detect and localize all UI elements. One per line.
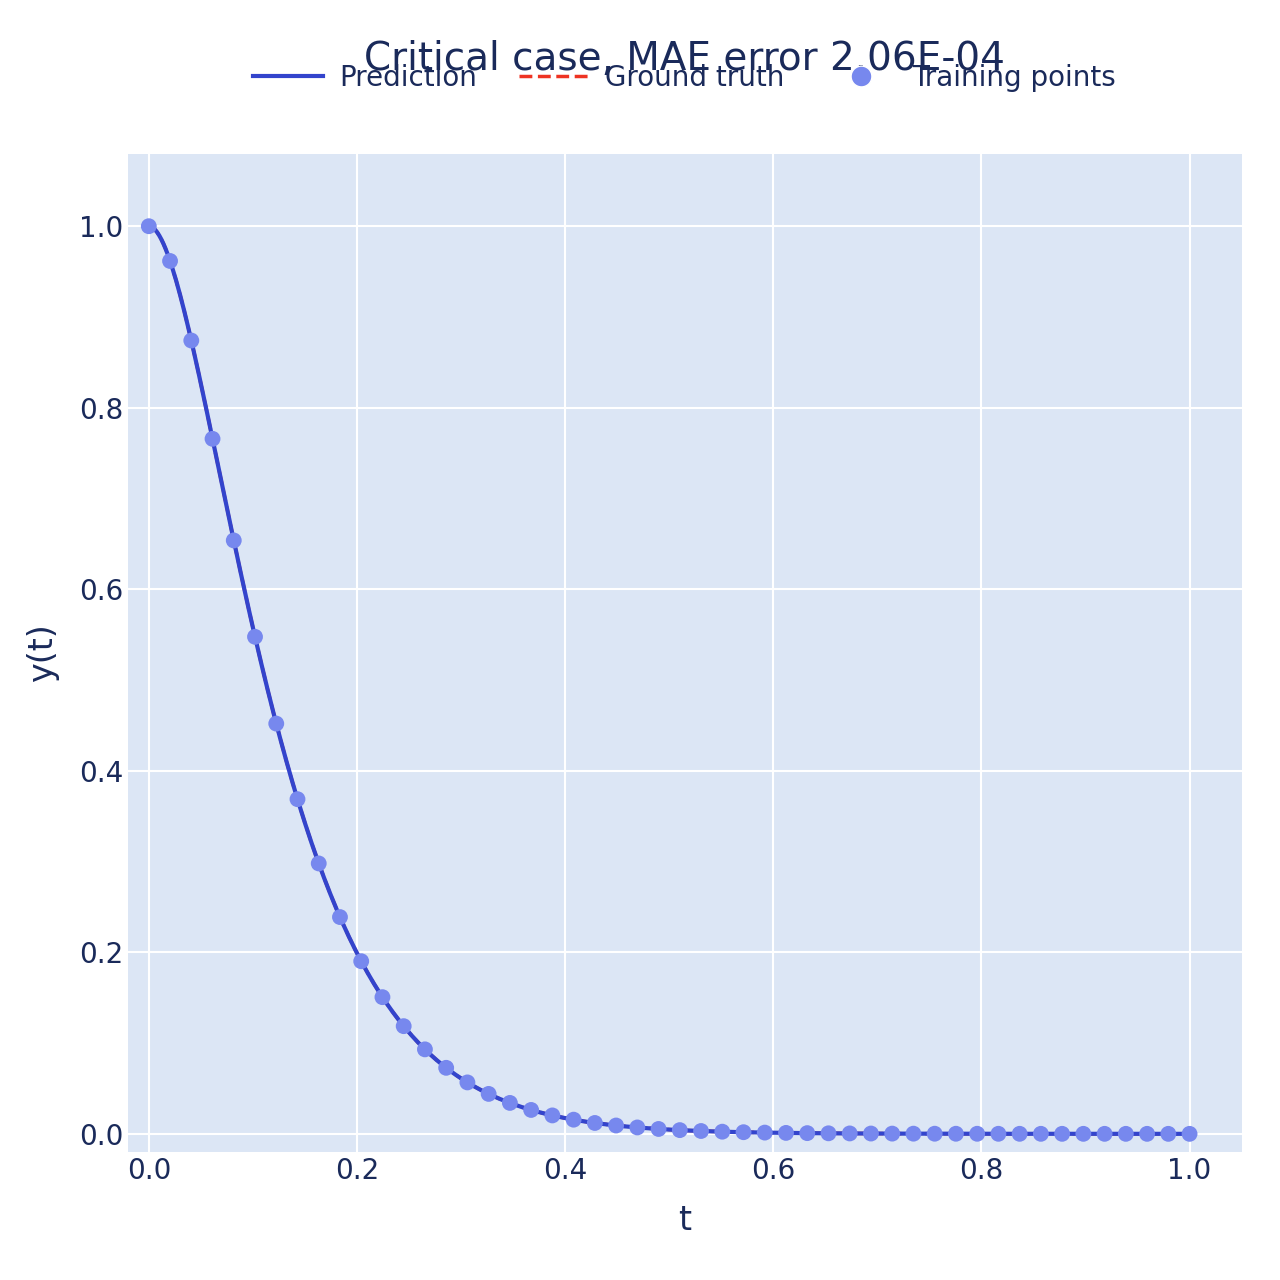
Point xyxy=(543,1105,563,1125)
Point xyxy=(202,429,223,449)
Point xyxy=(457,1073,477,1093)
Point xyxy=(521,1100,541,1120)
Point xyxy=(1116,1124,1137,1144)
Point xyxy=(585,1112,605,1133)
Point xyxy=(1073,1124,1093,1144)
Point xyxy=(1137,1124,1157,1144)
Point xyxy=(308,854,329,874)
Point xyxy=(351,951,371,972)
Point xyxy=(1158,1124,1179,1144)
Point xyxy=(244,626,265,646)
Point xyxy=(946,1124,966,1144)
Point xyxy=(840,1123,860,1143)
Point xyxy=(605,1115,626,1135)
Point xyxy=(691,1121,712,1142)
Title: Critical case, MAE error 2.06E-04: Critical case, MAE error 2.06E-04 xyxy=(365,40,1005,78)
Point xyxy=(180,330,201,351)
Point xyxy=(393,1016,413,1037)
Point xyxy=(1094,1124,1115,1144)
Legend: Prediction, Ground truth, Training points: Prediction, Ground truth, Training point… xyxy=(242,52,1128,102)
Y-axis label: y(t): y(t) xyxy=(27,623,59,682)
Point xyxy=(669,1120,690,1140)
Point xyxy=(1179,1124,1199,1144)
Point xyxy=(860,1124,881,1144)
Point xyxy=(266,713,287,733)
Point xyxy=(966,1124,987,1144)
Point xyxy=(372,987,393,1007)
Point xyxy=(287,788,307,809)
Point xyxy=(627,1117,648,1138)
Point xyxy=(1052,1124,1073,1144)
Point xyxy=(988,1124,1009,1144)
X-axis label: t: t xyxy=(678,1204,691,1238)
Point xyxy=(733,1123,754,1143)
Point xyxy=(712,1121,732,1142)
Point xyxy=(882,1124,902,1144)
Point xyxy=(924,1124,945,1144)
Point xyxy=(776,1123,796,1143)
Point xyxy=(415,1039,435,1060)
Point xyxy=(160,251,180,271)
Point xyxy=(330,906,351,927)
Point xyxy=(224,530,244,550)
Point xyxy=(1010,1124,1030,1144)
Point xyxy=(1030,1124,1051,1144)
Point xyxy=(563,1110,584,1130)
Point xyxy=(499,1093,520,1114)
Point xyxy=(797,1123,818,1143)
Point xyxy=(436,1057,457,1078)
Point xyxy=(138,216,159,237)
Point xyxy=(818,1123,838,1143)
Point xyxy=(649,1119,669,1139)
Point xyxy=(754,1123,774,1143)
Point xyxy=(904,1124,924,1144)
Point xyxy=(479,1084,499,1105)
